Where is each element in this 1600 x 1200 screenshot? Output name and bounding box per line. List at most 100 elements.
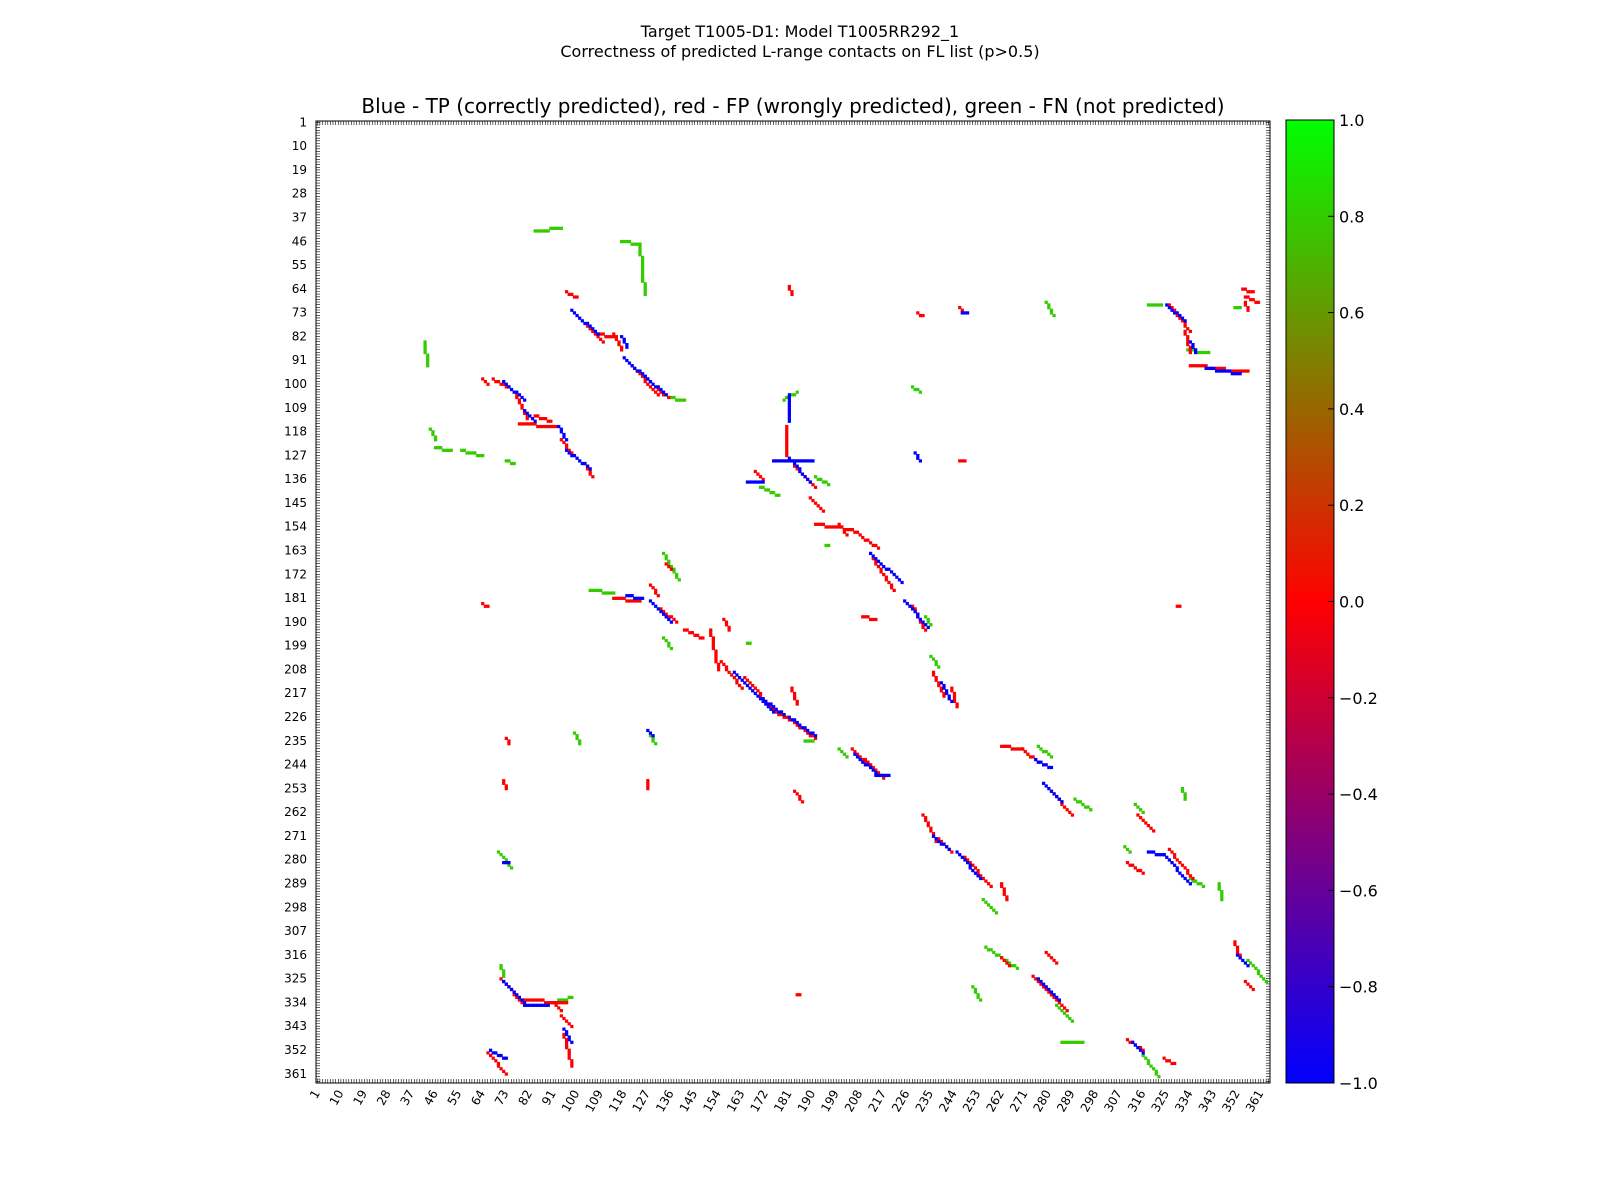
contact-cell-tp [756, 694, 760, 698]
contact-cell-tp [564, 448, 569, 452]
contact-cell-fp [976, 871, 980, 875]
contact-cell-tp [787, 417, 791, 421]
contact-cell-fp [557, 1001, 561, 1005]
contact-cell-fn [782, 398, 786, 402]
contact-cell-fn [428, 427, 432, 431]
contact-cell-fp [861, 535, 865, 540]
contact-cell-fp [876, 771, 881, 775]
contact-cell-fp [1010, 747, 1014, 751]
contact-segment-fp [559, 1014, 574, 1029]
contact-cell-fp [1251, 987, 1255, 992]
contact-cell-tp [520, 395, 524, 400]
contact-cell-fn [937, 665, 941, 669]
contact-cell-tp [646, 377, 650, 381]
contact-cell-tp [976, 874, 980, 878]
contact-cell-tp [745, 683, 750, 688]
contact-cell-fp [727, 670, 731, 674]
contact-cell-fp [916, 311, 920, 315]
contact-cell-fp [882, 776, 886, 780]
contact-segment-fn [1180, 787, 1187, 801]
contact-cell-tp [1141, 1051, 1145, 1055]
contact-cell-tp [507, 861, 511, 865]
contact-cell-fn [541, 229, 545, 233]
contact-cell-fp [567, 1053, 571, 1058]
contact-cell-tp [772, 705, 776, 709]
y-tick-label: 82 [292, 329, 307, 343]
contact-cell-fn [651, 736, 655, 741]
contact-segment-tp [1034, 757, 1054, 770]
contact-cell-tp [745, 480, 750, 484]
contact-cell-fn [554, 226, 558, 230]
contact-cell-fn [1183, 797, 1187, 801]
contact-cell-tp [588, 467, 592, 471]
contact-cell-tp [790, 459, 794, 463]
contact-cell-fp [646, 781, 650, 785]
contact-cell-tp [1175, 866, 1179, 870]
contact-cell-tp [651, 734, 655, 738]
contact-cell-fp [1002, 887, 1006, 891]
contact-cell-tp [1230, 372, 1234, 376]
contact-cell-fn [544, 229, 548, 233]
contact-cell-fn [1146, 303, 1151, 307]
contact-cell-fn [669, 565, 674, 569]
contact-cell-fp [785, 448, 789, 452]
y-tick-label: 226 [284, 710, 307, 724]
contact-cell-fp [517, 998, 522, 1002]
contact-cell-fp [675, 620, 679, 624]
contact-cell-fn [672, 567, 676, 571]
contact-cell-tp [853, 752, 857, 756]
contact-segment-tp [787, 456, 812, 484]
contact-segment-tp [1036, 977, 1061, 1002]
contact-cell-tp [627, 361, 632, 365]
contact-cell-fn [478, 454, 482, 458]
contact-cell-fp [638, 372, 642, 376]
contact-segment-fn [661, 551, 681, 582]
contact-cell-tp [507, 985, 511, 989]
contact-cell-fp [853, 750, 857, 754]
contact-cell-fn [1246, 958, 1250, 963]
contact-cell-fn [934, 660, 938, 664]
contact-cell-fn [1207, 350, 1211, 355]
contact-cell-fn [769, 491, 773, 495]
contact-cell-tp [939, 681, 943, 685]
contact-cell-fn [433, 435, 438, 439]
contact-cell-tp [758, 480, 763, 484]
contact-cell-tp [523, 1001, 527, 1005]
contact-cell-fp [1002, 892, 1006, 896]
contact-cell-tp [1238, 956, 1242, 960]
contact-cell-fn [1154, 1072, 1158, 1076]
contact-segment-tp [853, 752, 878, 775]
contact-cell-tp [648, 731, 653, 735]
contact-cell-fp [1047, 953, 1051, 957]
contact-cell-tp [570, 454, 574, 458]
contact-cell-fn [806, 739, 810, 743]
contact-cell-tp [1149, 850, 1153, 854]
contact-cell-tp [806, 477, 810, 482]
contact-cell-fp [512, 993, 516, 997]
contact-cell-tp [861, 760, 865, 764]
contact-cell-fp [559, 438, 563, 442]
contact-cell-tp [939, 842, 943, 846]
contact-cell-fp [688, 631, 692, 635]
contact-cell-fn [971, 985, 975, 989]
contact-cell-fn [643, 287, 647, 291]
contact-cell-tp [1180, 874, 1185, 878]
contact-cell-fp [651, 586, 655, 590]
contact-cell-fn [764, 488, 768, 492]
contact-cell-fn [973, 987, 978, 992]
contact-cell-fp [811, 483, 815, 487]
contact-cell-tp [945, 689, 949, 693]
contact-cell-fp [698, 636, 702, 640]
contact-cell-fp [599, 332, 603, 336]
contact-cell-fn [651, 739, 655, 743]
contact-cell-fn [1220, 898, 1224, 902]
contact-cell-tp [1235, 953, 1240, 957]
contact-cell-tp [1183, 319, 1187, 323]
contact-cell-fn [640, 279, 645, 283]
contact-cell-fn [976, 995, 980, 1000]
contact-cell-fp [874, 617, 878, 622]
contact-segment-fn [588, 588, 616, 595]
contact-cell-fn [989, 948, 993, 952]
contact-cell-tp [509, 387, 514, 392]
contact-cell-fp [1188, 348, 1192, 352]
